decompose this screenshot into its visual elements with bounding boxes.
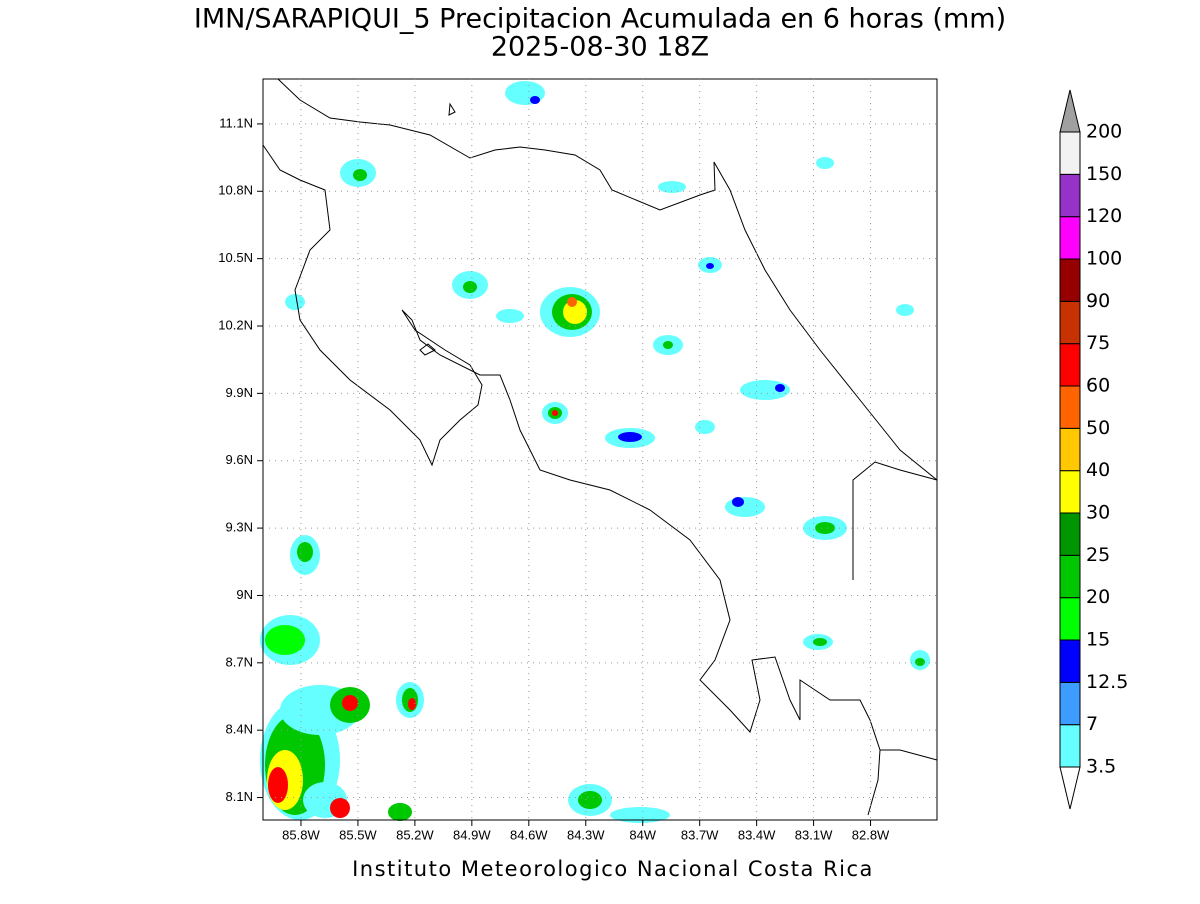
- colorbar-box: [1059, 258, 1081, 302]
- colorbar-label: 12.5: [1086, 671, 1128, 693]
- colorbar-box: [1059, 343, 1081, 387]
- x-tick-label: 85.8W: [282, 827, 320, 842]
- x-tick-label: 84.6W: [510, 827, 548, 842]
- x-tick-label: 83.1W: [795, 827, 833, 842]
- colorbar-over: [1059, 89, 1081, 133]
- colorbar-box: [1059, 173, 1081, 218]
- colorbar-box: [1059, 470, 1081, 514]
- precipitation-areas: [260, 81, 930, 823]
- colorbar-box: [1059, 639, 1081, 683]
- colorbar-box: [1059, 131, 1081, 175]
- colorbar-label: 20: [1086, 586, 1110, 608]
- colorbar-label: 90: [1086, 290, 1110, 312]
- colorbar-box: [1059, 724, 1081, 768]
- colorbar-label: 7: [1086, 713, 1098, 735]
- colorbar-label: 60: [1086, 375, 1110, 397]
- y-tick-label: 8.1N: [226, 789, 253, 804]
- y-tick-label: 9N: [236, 587, 253, 602]
- map-frame: [262, 78, 938, 821]
- colorbar-label: 50: [1086, 417, 1110, 439]
- footer: Instituto Meteorologico Nacional Costa R…: [352, 857, 874, 881]
- colorbar-box: [1059, 554, 1081, 599]
- colorbar-box: [1059, 597, 1081, 641]
- colorbar-under: [1059, 766, 1081, 810]
- x-tick-label: 84W: [629, 827, 656, 842]
- colorbar-label: 75: [1086, 332, 1110, 354]
- colorbar-label: 3.5: [1086, 756, 1116, 778]
- colorbar-label: 15: [1086, 629, 1110, 651]
- colorbar-box: [1059, 385, 1081, 429]
- x-tick-label: 83.7W: [681, 827, 719, 842]
- y-tick-label: 9.9N: [226, 385, 253, 400]
- x-tick-label: 85.2W: [396, 827, 434, 842]
- colorbar-label: 40: [1086, 459, 1110, 481]
- colorbar-label: 25: [1086, 544, 1110, 566]
- y-tick-label: 10.5N: [218, 250, 253, 265]
- x-tick-label: 83.4W: [738, 827, 776, 842]
- y-tick-label: 8.7N: [226, 654, 253, 669]
- title: IMN/SARAPIQUI_5 Precipitacion Acumulada …: [194, 4, 1006, 35]
- y-tick-label: 9.6N: [226, 452, 253, 467]
- y-tick-label: 10.2N: [218, 317, 253, 332]
- x-tick-label: 84.3W: [567, 827, 605, 842]
- colorbar-box: [1059, 681, 1081, 726]
- colorbar-box: [1059, 512, 1081, 556]
- y-tick-label: 9.3N: [226, 520, 253, 535]
- colorbar-label: 150: [1086, 163, 1122, 185]
- x-tick-label: 82.8W: [852, 827, 890, 842]
- x-tick-label: 85.5W: [339, 827, 377, 842]
- colorbar-label: 30: [1086, 502, 1110, 524]
- coastline: [262, 78, 938, 816]
- colorbar-label: 120: [1086, 205, 1122, 227]
- subtitle: 2025-08-30 18Z: [491, 32, 709, 63]
- colorbar-label: 100: [1086, 248, 1122, 270]
- y-tick-label: 10.8N: [218, 183, 253, 198]
- colorbar-box: [1059, 216, 1081, 260]
- colorbar-box: [1059, 427, 1081, 472]
- y-tick-label: 11.1N: [219, 115, 253, 130]
- colorbar-label: 200: [1086, 121, 1122, 143]
- x-tick-label: 84.9W: [453, 827, 491, 842]
- colorbar-box: [1059, 300, 1081, 345]
- y-tick-label: 8.4N: [226, 722, 253, 737]
